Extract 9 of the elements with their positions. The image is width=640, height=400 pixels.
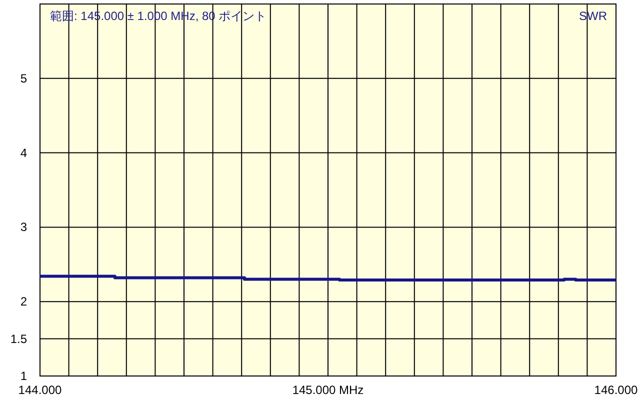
x-tick-label: 144.000 [18,383,62,397]
y-tick-label: 5 [20,71,28,86]
y-tick-label: 1 [20,369,28,383]
y-tick-label: 2 [20,294,28,309]
y-tick-label: 3 [20,220,28,234]
y-tick-label: 1.5 [10,332,28,346]
y-tick-label: 4 [20,146,28,160]
x-tick-label: 146.000 [594,383,638,397]
x-tick-label: 145.000 MHz [292,383,364,397]
